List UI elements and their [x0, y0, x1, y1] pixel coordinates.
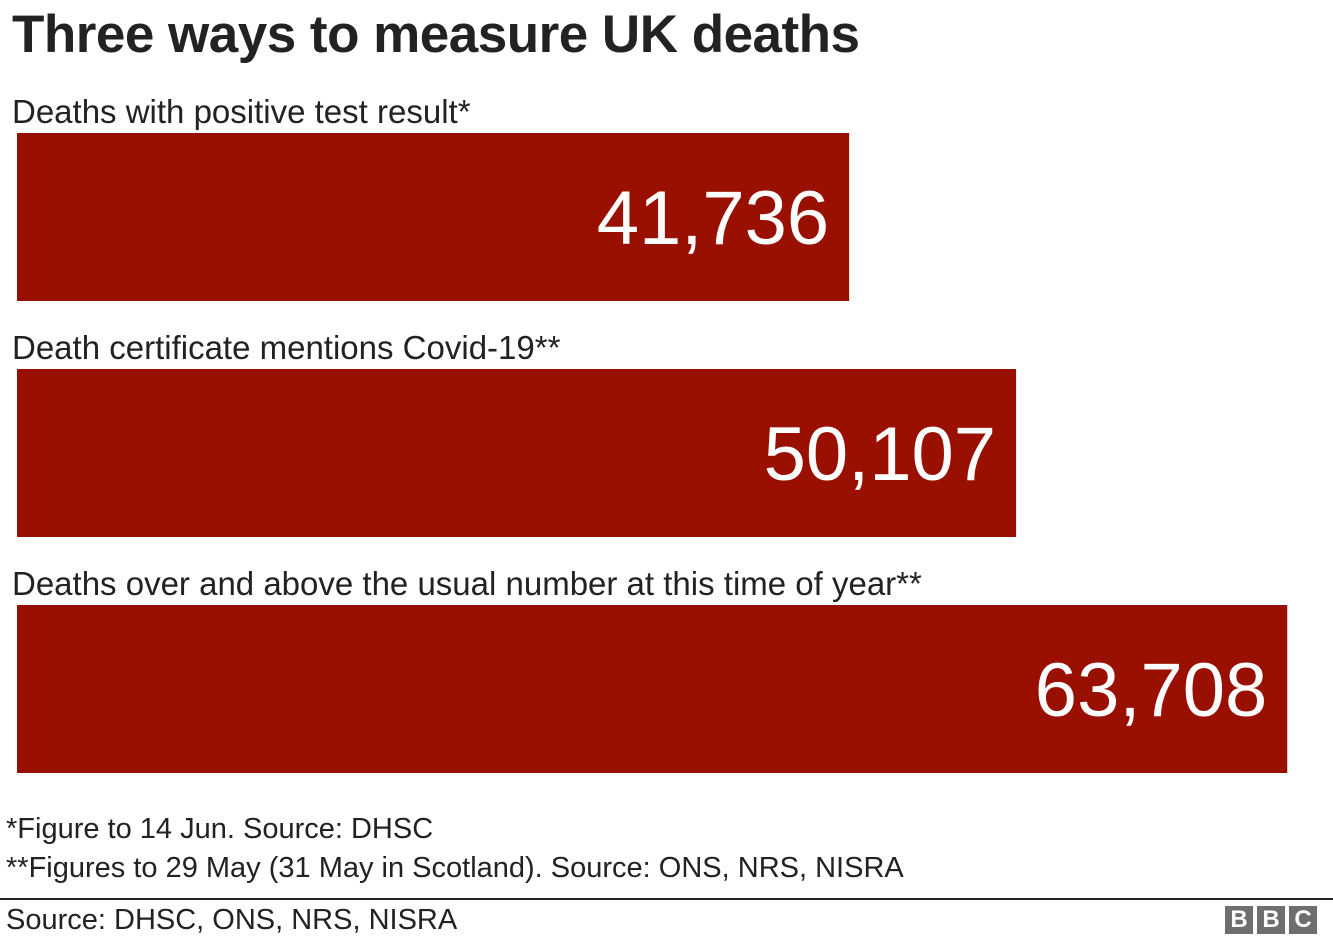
chart-title: Three ways to measure UK deaths	[12, 5, 860, 64]
bar-value-label: 41,736	[597, 176, 829, 261]
source-note: Source: DHSC, ONS, NRS, NISRA	[6, 904, 458, 936]
bar-chart: Deaths with positive test result* 41,736 D…	[12, 93, 1288, 773]
bar-category-label: Deaths with positive test result*	[12, 93, 471, 130]
footnote-2: **Figures to 29 May (31 May in Scotland)…	[6, 852, 904, 884]
footnotes: *Figure to 14 Jun. Source: DHSC **Figure…	[6, 810, 904, 888]
logo-letter-b2: B	[1257, 906, 1285, 934]
bar	[17, 369, 1017, 537]
bar-category-label: Death certificate mentions Covid-19**	[12, 329, 561, 366]
bar-value-label: 63,708	[1035, 648, 1267, 733]
bbc-logo: B B C	[1225, 906, 1317, 934]
footer-divider	[0, 898, 1333, 900]
footnote-1: *Figure to 14 Jun. Source: DHSC	[6, 813, 434, 845]
logo-letter-c: C	[1289, 906, 1317, 934]
bar-category-label: Deaths over and above the usual number a…	[12, 565, 922, 602]
bar-value-label: 50,107	[764, 412, 996, 497]
bar	[17, 133, 850, 301]
logo-letter-b1: B	[1225, 906, 1253, 934]
bar	[17, 605, 1288, 773]
